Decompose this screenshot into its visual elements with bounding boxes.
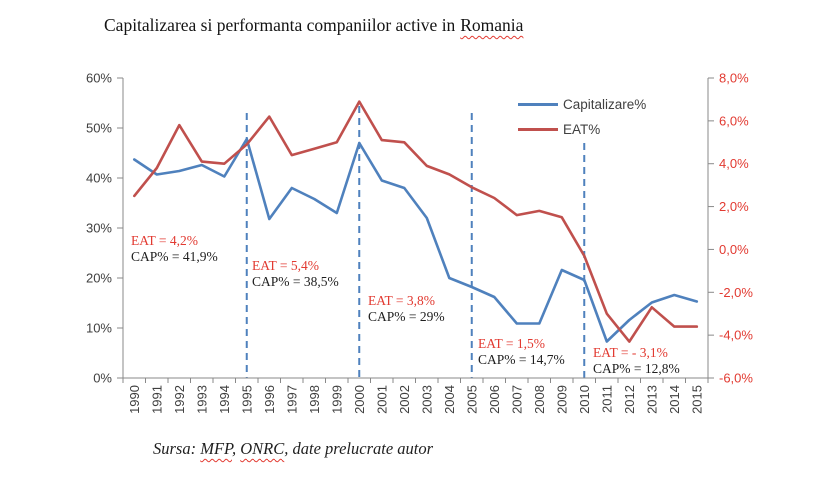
svg-text:2010: 2010 [577,385,592,414]
svg-text:1997: 1997 [284,385,299,414]
svg-text:4,0%: 4,0% [719,156,749,171]
svg-text:2,0%: 2,0% [719,199,749,214]
svg-text:0%: 0% [93,371,112,386]
annotation-period-1990-1995: EAT = 4,2% CAP% = 41,9% [131,233,218,265]
svg-text:30%: 30% [86,221,112,236]
svg-text:2000: 2000 [352,385,367,414]
svg-text:2007: 2007 [509,385,524,414]
svg-text:2005: 2005 [464,385,479,414]
chart-legend: Capitalizare% EAT% [518,92,646,142]
annotation-cap-value: CAP% = 41,9% [131,249,218,264]
series-eat-line [133,100,699,343]
source-word-mfp: MFP [200,439,232,458]
svg-text:6,0%: 6,0% [719,113,749,128]
annotation-period-2011-2015: EAT = - 3,1% CAP% = 12,8% [593,345,680,377]
axes [117,77,714,383]
legend-label-eat: EAT% [563,122,601,137]
annotation-period-1996-2000: EAT = 5,4% CAP% = 38,5% [252,258,339,290]
legend-line-sample-red [518,128,558,131]
svg-text:2001: 2001 [374,385,389,414]
svg-text:2008: 2008 [532,385,547,414]
right-axis-labels: -6,0% -4,0% -2,0% 0,0% 2,0% 4,0% 6,0% 8,0% [719,71,753,386]
svg-text:50%: 50% [86,121,112,136]
svg-text:2014: 2014 [667,385,682,414]
svg-text:2015: 2015 [689,385,704,414]
svg-text:1993: 1993 [194,385,209,414]
legend-line-sample-blue [518,103,558,106]
svg-text:2004: 2004 [442,385,457,414]
annotation-cap-value: CAP% = 38,5% [252,274,339,289]
chart-title-flagged-word: Romania [460,15,524,35]
svg-text:-6,0%: -6,0% [719,371,753,386]
svg-text:20%: 20% [86,271,112,286]
annotation-eat-value: EAT = - 3,1% [593,345,668,360]
svg-text:1991: 1991 [149,385,164,414]
source-prefix: Sursa: [153,439,201,458]
annotation-period-2001-2005: EAT = 3,8% CAP% = 29% [368,293,445,325]
svg-text:1999: 1999 [329,385,344,414]
svg-text:0,0%: 0,0% [719,242,749,257]
annotation-period-2006-2010: EAT = 1,5% CAP% = 14,7% [478,336,565,368]
legend-item-eat: EAT% [518,117,646,142]
svg-text:40%: 40% [86,171,112,186]
svg-text:2009: 2009 [554,385,569,414]
svg-text:2011: 2011 [599,385,614,413]
annotation-cap-value: CAP% = 14,7% [478,352,565,367]
annotation-eat-value: EAT = 5,4% [252,258,319,273]
svg-text:2006: 2006 [487,385,502,414]
chart-title: Capitalizarea si performanta companiilor… [104,15,523,36]
svg-text:2013: 2013 [644,385,659,414]
source-suffix: , date prelucrate autor [284,439,434,458]
svg-text:-4,0%: -4,0% [719,328,753,343]
source-separator: , [232,439,241,458]
source-note: Sursa: MFP, ONRC, date prelucrate autor [153,439,433,459]
svg-text:8,0%: 8,0% [719,71,749,86]
annotation-cap-value: CAP% = 12,8% [593,361,680,376]
source-word-onrc: ONRC [240,439,285,458]
legend-item-capitalizare: Capitalizare% [518,92,646,117]
legend-label-capitalizare: Capitalizare% [563,97,647,112]
x-axis-labels: 1990 1991 1992 1993 1994 1995 1996 1997 1998 1999… [127,385,705,414]
svg-text:60%: 60% [86,71,112,86]
annotation-cap-value: CAP% = 29% [368,309,445,324]
svg-text:1996: 1996 [262,385,277,414]
svg-text:1992: 1992 [172,385,187,414]
svg-text:1995: 1995 [239,385,254,414]
left-axis-labels: 0% 10% 20% 30% 40% 50% 60% [86,71,112,386]
svg-text:2002: 2002 [397,385,412,414]
series-capitalizare-line [133,137,699,343]
svg-text:10%: 10% [86,321,112,336]
svg-text:-2,0%: -2,0% [719,285,753,300]
chart-title-text: Capitalizarea si performanta companiilor… [104,15,456,35]
svg-text:1994: 1994 [217,385,232,414]
annotation-eat-value: EAT = 1,5% [478,336,545,351]
svg-text:1998: 1998 [307,385,322,414]
dashed-guide-lines [245,106,586,378]
annotation-eat-value: EAT = 3,8% [368,293,435,308]
svg-text:1990: 1990 [127,385,142,414]
annotation-eat-value: EAT = 4,2% [131,233,198,248]
svg-text:2012: 2012 [622,385,637,414]
svg-text:2003: 2003 [419,385,434,414]
